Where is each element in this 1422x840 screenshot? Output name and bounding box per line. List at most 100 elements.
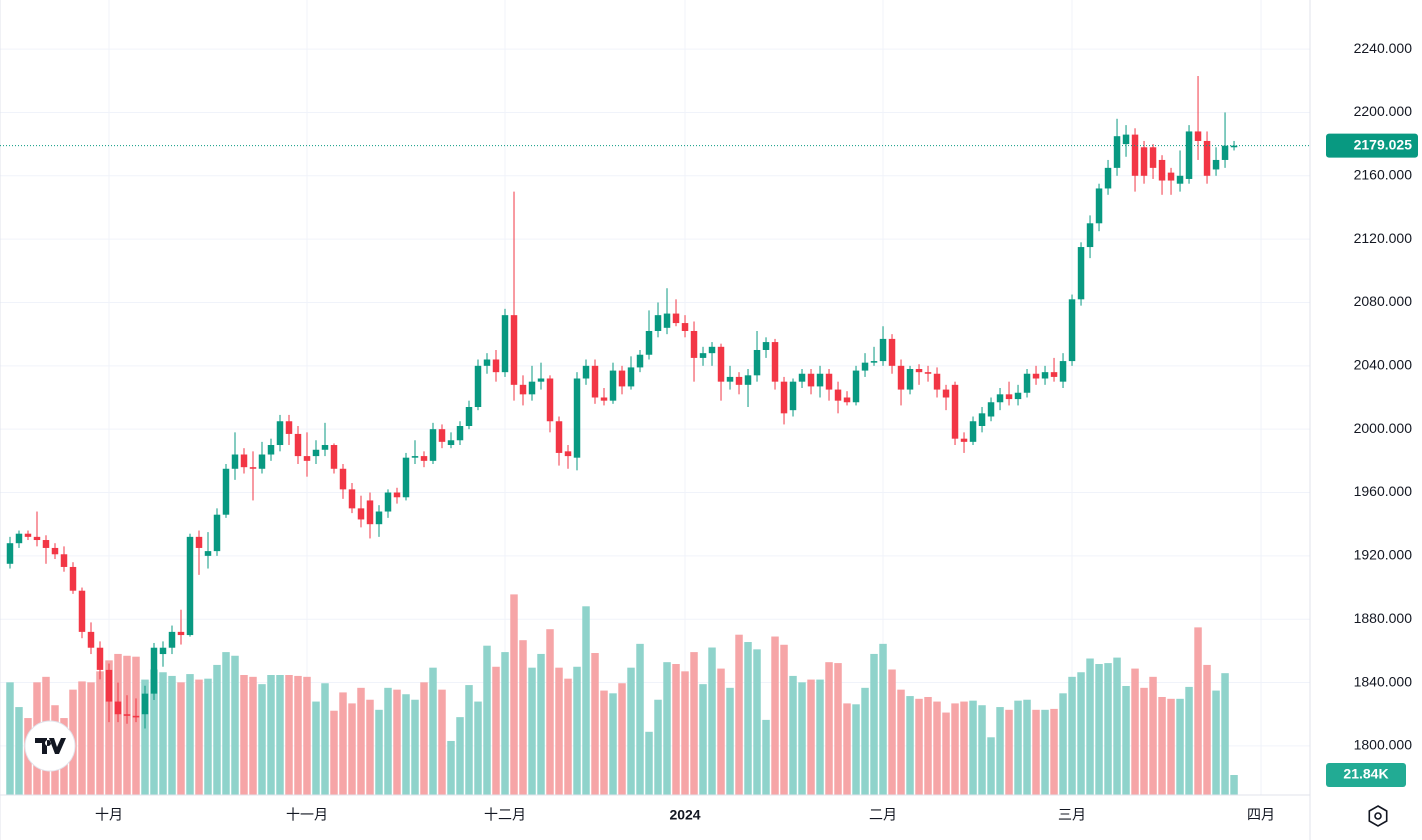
candle-body — [987, 402, 995, 417]
volume-bar — [807, 679, 815, 795]
volume-bar — [816, 679, 824, 795]
candle-body — [141, 693, 149, 715]
volume-bar — [429, 667, 437, 795]
candle-body — [114, 701, 122, 715]
candle-body — [708, 346, 716, 354]
volume-bar — [447, 740, 455, 795]
volume-bar — [303, 676, 311, 795]
tradingview-logo[interactable] — [24, 720, 76, 772]
volume-bar — [627, 667, 635, 795]
candle-body — [24, 533, 32, 537]
volume-bar — [222, 652, 230, 795]
candle-body — [1203, 140, 1211, 176]
candle-body — [519, 384, 527, 395]
candle-body — [942, 389, 950, 398]
volume-bar — [1167, 698, 1175, 795]
candle-body — [1032, 373, 1040, 379]
candle-body — [1014, 392, 1022, 400]
volume-bar — [1212, 690, 1220, 795]
volume-bar — [1113, 657, 1121, 795]
volume-bar — [456, 717, 464, 795]
volume-bar — [1122, 685, 1130, 795]
volume-bar — [582, 606, 590, 795]
volume-bar — [1185, 686, 1193, 795]
candle-body — [15, 533, 23, 544]
volume-bar — [78, 681, 86, 795]
volume-bar — [843, 703, 851, 795]
volume-bar — [879, 643, 887, 795]
candle-body — [1149, 147, 1157, 168]
candle-body — [1023, 373, 1031, 393]
volume-bar — [132, 656, 140, 795]
candle-body — [843, 397, 851, 403]
candle-body — [861, 362, 869, 371]
candle-body — [1068, 299, 1076, 362]
candle-body — [852, 370, 860, 403]
candle-body — [33, 536, 41, 541]
candle-body — [600, 397, 608, 401]
candle-body — [87, 631, 95, 648]
candle-body — [402, 457, 410, 498]
volume-bar — [240, 675, 248, 795]
candle-body — [1167, 172, 1175, 181]
volume-bar — [1023, 699, 1031, 795]
y-tick-label: 1800.000 — [1354, 737, 1413, 753]
volume-bar — [1230, 774, 1238, 795]
price-pane — [6, 76, 1238, 729]
candle-body — [1194, 131, 1202, 141]
volume-bar — [15, 707, 23, 795]
x-tick-label: 四月 — [1247, 807, 1275, 823]
candle-body — [420, 456, 428, 461]
volume-bar — [1203, 664, 1211, 795]
volume-bar — [897, 689, 905, 795]
volume-bar — [87, 682, 95, 795]
candle-body — [960, 438, 968, 442]
volume-bar — [690, 652, 698, 795]
volume-bar — [762, 719, 770, 795]
volume-bar — [852, 704, 860, 795]
candle-body — [1176, 175, 1184, 184]
candle-body — [159, 647, 167, 655]
x-tick-label: 十二月 — [484, 807, 526, 823]
volume-bar — [159, 672, 167, 795]
volume-bar — [636, 643, 644, 795]
volume-bar — [402, 694, 410, 795]
x-tick-label: 2024 — [669, 807, 700, 823]
volume-bar — [645, 731, 653, 795]
settings-button[interactable] — [1368, 805, 1388, 827]
candle-body — [96, 647, 104, 670]
candle-body — [150, 647, 158, 694]
volume-bar — [123, 655, 131, 795]
candle-body — [249, 467, 257, 469]
volume-bar — [969, 700, 977, 795]
candle-body — [771, 342, 779, 382]
volume-bar — [591, 653, 599, 795]
candle-body — [1041, 372, 1049, 379]
x-tick-label: 十月 — [95, 807, 123, 823]
volume-bar — [357, 687, 365, 795]
candle-body — [1131, 134, 1139, 176]
volume-bar — [825, 662, 833, 795]
volume-bar — [492, 666, 500, 795]
y-tick-label: 1880.000 — [1354, 610, 1413, 626]
volume-bar — [546, 629, 554, 795]
candle-body — [465, 407, 473, 427]
candle-body — [186, 536, 194, 636]
x-tick-label: 十一月 — [286, 807, 328, 823]
volume-bar — [1194, 627, 1202, 795]
candle-body — [366, 500, 374, 525]
volume-bar — [195, 679, 203, 795]
candle-body — [690, 330, 698, 358]
candle-body — [105, 669, 113, 702]
volume-bar — [708, 647, 716, 795]
volume-bar — [249, 676, 257, 795]
volume-bar — [420, 682, 428, 795]
candle-body — [267, 445, 275, 455]
y-tick-label: 2240.000 — [1354, 40, 1413, 56]
candle-body — [1104, 167, 1112, 189]
candle-body — [321, 445, 329, 450]
volume-bar — [267, 675, 275, 795]
volume-bar — [1050, 708, 1058, 795]
volume-bar — [600, 690, 608, 795]
